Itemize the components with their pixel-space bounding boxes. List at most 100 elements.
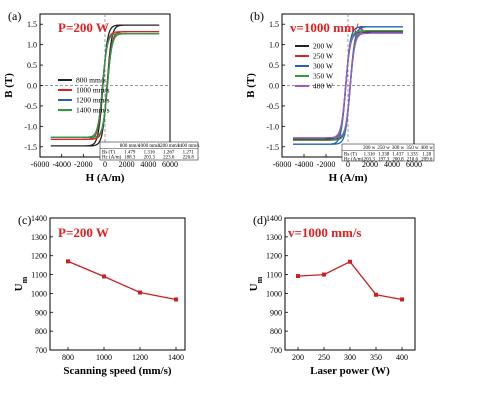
table-cell: 1.316: [144, 151, 156, 156]
x-tick-label: 1400: [168, 353, 184, 362]
y-tick-label: 0.5: [27, 61, 37, 70]
table-cell: 1.338: [378, 153, 390, 158]
y-tick-label: -0.5: [24, 102, 37, 111]
y-tick-label: 1100: [31, 271, 47, 280]
x-tick-label: -6000: [273, 160, 292, 169]
x-tick-label: 350: [370, 353, 382, 362]
hysteresis-loop-800-mm-s: [50, 24, 160, 147]
x-axis-title: Laser power (W): [310, 365, 390, 377]
legend-entry: 1000 mm/s: [76, 86, 110, 95]
table-col-header: 300 w: [392, 146, 405, 151]
y-tick-label: 1.0: [27, 41, 37, 50]
y-tick-label: 1100: [266, 271, 282, 280]
data-point: [348, 259, 352, 264]
table-frame: [99, 141, 199, 161]
y-tick-label: 1300: [31, 233, 47, 242]
panel-label: (c): [18, 213, 31, 227]
panel-a: (a) -6000 -4000 -2000 0 2000 4000 6000 -1.5 -1.0 -…: [3, 9, 199, 184]
panel-label: (d): [253, 213, 267, 227]
y-tick-label: 1200: [31, 252, 47, 261]
y-tick-label: 1200: [266, 252, 282, 261]
y-tick-label: 1400: [31, 214, 47, 223]
hysteresis-loop-300-w: [293, 26, 403, 145]
x-axis-title: H (A/m): [329, 172, 368, 184]
x-tick-label: 0: [346, 160, 350, 169]
y-tick-label: 0.0: [269, 82, 279, 91]
x-tick-label: -4000: [295, 160, 314, 169]
x-tick-label: 0: [103, 160, 107, 169]
table-col-header: 1400 mm/s: [177, 144, 199, 149]
table-cell: 1.479: [124, 151, 136, 156]
table-cell: 203.3: [144, 156, 156, 161]
y-tick-label: 1400: [266, 214, 282, 223]
table-row-label: Hc (A/m): [344, 158, 364, 163]
y-axis-title-main: B (T): [245, 73, 257, 98]
y-tick-label: -1.0: [266, 122, 279, 131]
y-tick-label: 900: [35, 308, 47, 317]
table-cell: 226.8: [183, 156, 195, 161]
x-tick-label: 6000: [406, 160, 422, 169]
table-row-label: Bs (T): [102, 151, 115, 156]
data-point: [322, 272, 326, 277]
table-col-header: 200 w: [363, 146, 376, 151]
panel-d: (d) 200 250 300 350 400 700 800 900 1000 1100 1200 1…: [248, 213, 416, 377]
x-tick-label: 300: [344, 353, 356, 362]
y-tick-label: 900: [270, 308, 282, 317]
legend-entry: 200 W: [313, 42, 334, 51]
y-tick-label: 1000: [31, 289, 47, 298]
series-line: [297, 260, 403, 301]
y-tick-label: -1.0: [24, 122, 37, 131]
y-tick-label: 0.0: [27, 82, 37, 91]
legend-entry: 250 W: [313, 52, 334, 61]
y-axis-title: Um: [13, 276, 29, 291]
condition-label: P=200 W: [58, 225, 109, 240]
panel-label: (a): [8, 9, 21, 23]
y-tick-label: 1000: [266, 289, 282, 298]
x-axis-title: H (A/m): [86, 172, 125, 184]
x-tick-label: 2000: [119, 160, 135, 169]
y-tick-label: 1.5: [27, 20, 37, 29]
x-tick-label: -4000: [52, 160, 71, 169]
hysteresis-loop-1400-mm-s: [50, 32, 160, 139]
table-cell: 210.6: [407, 158, 419, 163]
y-axis-title-sub: m: [255, 276, 264, 283]
legend-entry: 300 W: [313, 62, 334, 71]
y-tick-label: 700: [270, 346, 282, 355]
panel-label: (b): [250, 9, 264, 23]
y-axis-title: B (T): [3, 73, 15, 98]
table-col-header: 400 w: [421, 146, 434, 151]
table-cell: 1.28: [422, 153, 431, 158]
x-tick-label: 4000: [384, 160, 400, 169]
table-cell: 1.316: [364, 153, 376, 158]
y-axis-title: Um: [248, 276, 264, 291]
y-axis-title-main: B (T): [3, 73, 15, 98]
panel-c: (c) 800 1000 1200 1400 700 800 900 1000 1100 1200 1…: [13, 213, 186, 377]
table-frame: [341, 143, 435, 162]
y-tick-label: 700: [35, 346, 47, 355]
panel-b: (b) -6000 -4000 -2000 0 2000 4000 6000 -1.5 -1.0 -…: [245, 9, 435, 184]
legend-entry: 1400 mm/s: [76, 106, 110, 115]
inset-table: 200 w 250 w 300 w 350 w 400 wBs (T) 1.316 1.33…: [341, 143, 435, 163]
table-cell: 1.267: [163, 151, 175, 156]
table-row-label: Hc (A/m): [102, 156, 122, 161]
plot-frame: [49, 217, 186, 351]
x-tick-label: -2000: [74, 160, 93, 169]
y-tick-label: 1.0: [269, 41, 279, 50]
x-tick-label: 1200: [132, 353, 148, 362]
x-tick-label: 200: [292, 353, 304, 362]
table-col-header: 800 mm/s: [120, 144, 140, 149]
x-tick-label: -6000: [31, 160, 50, 169]
y-axis-title: B (T): [245, 73, 257, 98]
table-cell: 1.437: [392, 153, 404, 158]
table-col-header: 1200 mm/s: [158, 144, 180, 149]
x-tick-label: 250: [318, 353, 330, 362]
table-cell: 1.271: [183, 151, 195, 156]
table-cell: 223.6: [163, 156, 175, 161]
data-point: [400, 297, 404, 302]
x-tick-label: 800: [62, 353, 74, 362]
y-tick-label: 1300: [266, 233, 282, 242]
hysteresis-loop-400-w: [293, 32, 403, 139]
y-tick-label: -0.5: [266, 102, 279, 111]
condition-label: v=1000 mm/s: [288, 225, 362, 240]
